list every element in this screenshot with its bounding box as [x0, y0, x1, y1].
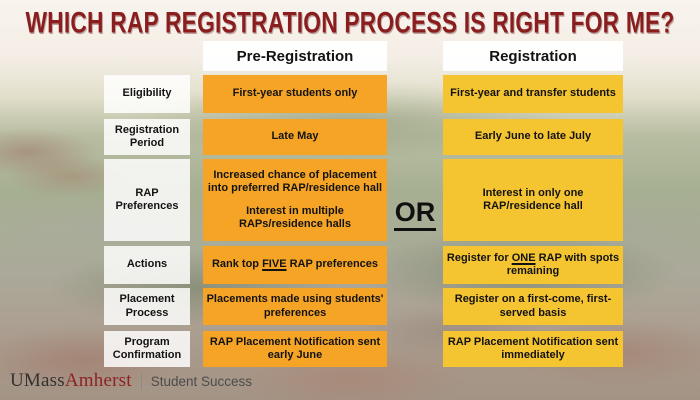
- row-label-actions: Actions: [104, 246, 190, 284]
- row-label-program-confirmation: Program Confirmation: [104, 331, 190, 367]
- footer-divider: [140, 372, 142, 390]
- umass-amherst-wordmark: UMassAmherst: [10, 370, 132, 392]
- cell-pre-rap-preferences: Increased chance of placement into prefe…: [203, 159, 387, 241]
- cell-reg-program-confirmation: RAP Placement Notification sent immediat…: [443, 331, 623, 367]
- cell-pre-placement-process: Placements made using students' preferen…: [203, 288, 387, 325]
- footer-brand: UMassAmherst Student Success: [10, 370, 252, 392]
- cell-reg-registration-period: Early June to late July: [443, 119, 623, 155]
- amherst-wordmark-part: Amherst: [64, 370, 132, 391]
- cell-pre-rap-preferences-line1: Increased chance of placement into prefe…: [207, 168, 383, 195]
- row-label-registration-period: Registration Period: [104, 119, 190, 155]
- cell-reg-actions: Register for ONE RAP with spots remainin…: [443, 246, 623, 284]
- cell-pre-program-confirmation: RAP Placement Notification sent early Ju…: [203, 331, 387, 367]
- row-label-rap-preferences: RAP Preferences: [104, 159, 190, 241]
- or-separator: OR: [385, 197, 445, 231]
- cell-pre-actions: Rank top FIVE RAP preferences: [203, 246, 387, 284]
- cell-pre-actions-text: Rank top FIVE RAP preferences: [212, 258, 378, 271]
- reg-actions-before: Register for: [446, 251, 512, 264]
- reg-actions-after: RAP with spots remaining: [506, 251, 620, 277]
- page-title: WHICH RAP REGISTRATION PROCESS IS RIGHT …: [25, 7, 675, 40]
- or-text: OR: [393, 197, 437, 231]
- reg-actions-underlined: ONE: [511, 251, 536, 264]
- cell-reg-actions-text: Register for ONE RAP with spots remainin…: [446, 252, 620, 279]
- pre-actions-after: RAP preferences: [286, 258, 379, 271]
- cell-pre-eligibility: First-year students only: [203, 75, 387, 113]
- pre-actions-before: Rank top: [211, 258, 263, 271]
- cell-pre-rap-preferences-line2: Interest in multiple RAPs/residence hall…: [239, 204, 351, 230]
- cell-pre-registration-period: Late May: [203, 119, 387, 155]
- row-label-eligibility: Eligibility: [104, 75, 190, 113]
- umass-wordmark-part: UMass: [10, 370, 65, 391]
- row-label-placement-process: Placement Process: [104, 288, 190, 325]
- column-header-registration: Registration: [443, 41, 623, 71]
- cell-reg-placement-process: Register on a first-come, first-served b…: [443, 288, 623, 325]
- column-header-pre-registration: Pre-Registration: [203, 41, 387, 71]
- cell-reg-eligibility: First-year and transfer students: [443, 75, 623, 113]
- pre-actions-underlined: FIVE: [262, 258, 287, 271]
- student-success-label: Student Success: [150, 373, 252, 389]
- cell-reg-rap-preferences: Interest in only one RAP/residence hall: [443, 159, 623, 241]
